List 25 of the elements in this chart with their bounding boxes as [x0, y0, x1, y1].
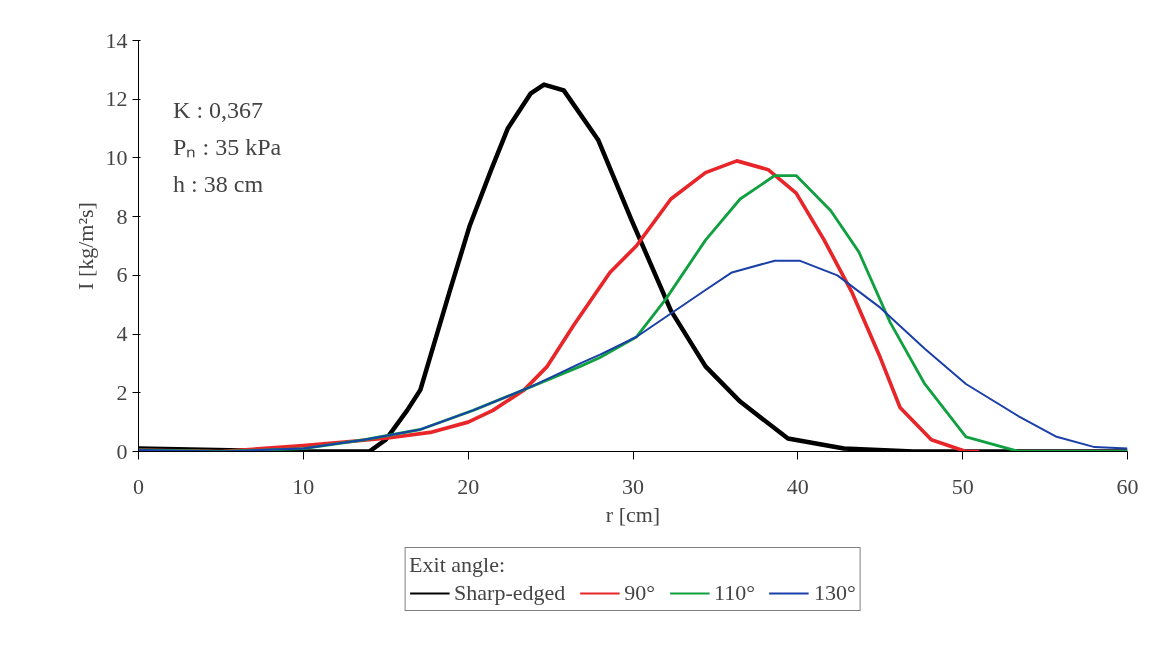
legend-label: 110°: [714, 580, 756, 606]
y-tick-label: 12: [105, 86, 128, 112]
x-tick-label: 20: [457, 473, 480, 499]
legend-label: 90°: [624, 580, 656, 606]
x-tick-label: 40: [786, 473, 809, 499]
legend-title: Exit angle:: [409, 552, 506, 578]
y-tick-label: 14: [105, 27, 128, 53]
y-tick-label: 6: [116, 262, 128, 288]
x-tick-label: 30: [622, 473, 644, 499]
annotation: Pₙ : 35 kPa: [173, 133, 282, 160]
annotation: K : 0,367: [173, 96, 264, 123]
annotation: h : 38 cm: [173, 170, 264, 197]
y-tick-label: 10: [105, 144, 128, 170]
y-axis-title: I [kg/m²s]: [72, 202, 98, 290]
x-tick-label: 10: [292, 473, 315, 499]
y-tick-label: 8: [116, 203, 128, 229]
legend-label: Sharp-edged: [454, 580, 566, 606]
x-axis-title: r [cm]: [605, 501, 661, 527]
y-tick-label: 2: [116, 379, 128, 405]
x-tick-label: 0: [133, 473, 144, 499]
y-tick-label: 0: [116, 438, 128, 464]
x-tick-label: 50: [951, 473, 974, 499]
x-tick-label: 60: [1116, 473, 1139, 499]
y-tick-label: 4: [116, 321, 128, 347]
legend-label: 130°: [814, 580, 856, 606]
